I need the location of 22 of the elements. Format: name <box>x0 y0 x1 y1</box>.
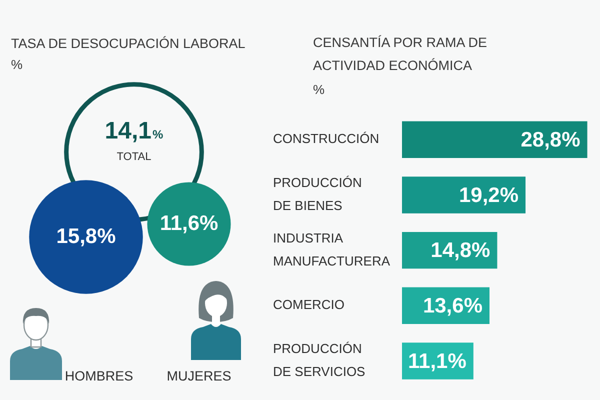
data-label: 11,1% <box>408 350 467 373</box>
data-label: 14,8% <box>430 239 491 262</box>
bar <box>402 121 588 158</box>
category-label: MUJERES <box>166 368 232 384</box>
category-label: HOMBRES <box>64 368 134 384</box>
y-tick-label: INDUSTRIA MANUFACTURERA <box>273 230 390 268</box>
data-label: 15,8% <box>56 224 116 248</box>
y-tick-label: CONSTRUCCIÓN <box>273 131 380 146</box>
text: TASA DE DESOCUPACIÓN LABORAL <box>11 35 246 53</box>
data-label: 28,8% <box>520 128 581 152</box>
chart-title: CENSANTÍA POR RAMA DE ACTIVIDAD ECONÓMICA <box>313 34 488 75</box>
y-tick-label: COMERCIO <box>273 297 344 312</box>
data-label: 19,2% <box>458 184 519 207</box>
data-label: 14,1% <box>104 118 164 145</box>
bar <box>402 176 526 214</box>
y-tick-label: PRODUCCIÓN DE BIENES <box>273 175 362 213</box>
data-label: 11,6% <box>160 212 219 235</box>
chart-subtitle: % <box>313 81 326 99</box>
y-tick-label: PRODUCCIÓN DE SERVICIOS <box>273 341 366 379</box>
text: % <box>11 56 24 74</box>
category-label: TOTAL <box>116 151 152 164</box>
data-label: 13,6% <box>422 294 483 318</box>
